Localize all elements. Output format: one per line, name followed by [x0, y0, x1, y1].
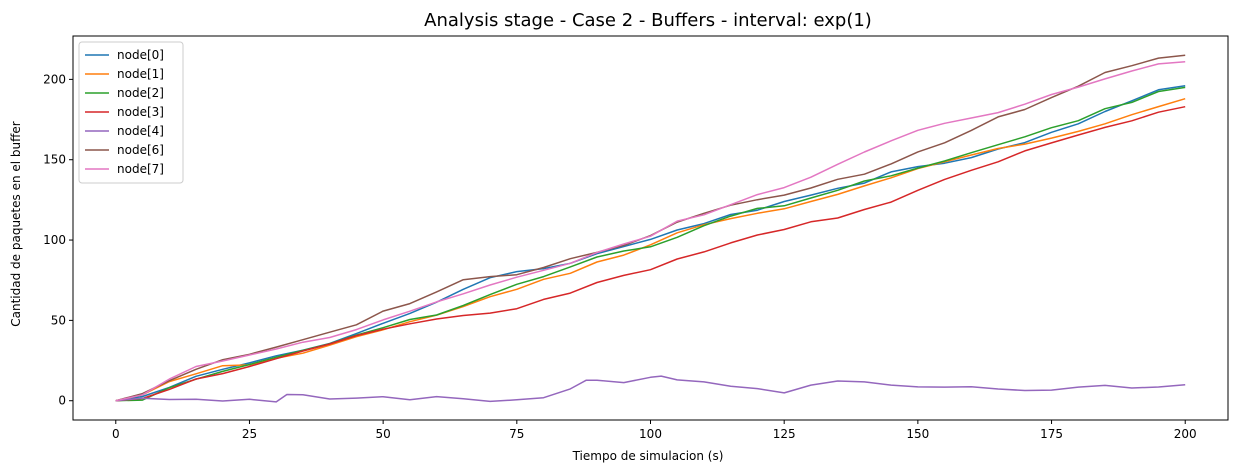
x-axis-label: Tiempo de simulacion (s) [572, 449, 724, 463]
y-tick-label: 200 [43, 72, 66, 86]
series-line-node[4] [115, 375, 1186, 403]
series-line-node[1] [115, 97, 1186, 402]
axes-layer: 0 25 50 75 100 125 150 175 200 0 50 100 150 200 [43, 35, 1229, 441]
x-tick-label: 200 [1174, 427, 1197, 441]
legend-entry-node[6]: node[6] [117, 143, 164, 157]
x-tick-label: 50 [375, 427, 390, 441]
legend-entry-node[2]: node[2] [117, 86, 164, 100]
legend-entry-node[0]: node[0] [117, 48, 164, 62]
legend-entry-node[4]: node[4] [117, 124, 164, 138]
legend-box [78, 41, 184, 184]
chart-title: Analysis stage - Case 2 - Buffers - inte… [424, 10, 872, 31]
y-axis-label: Cantidad de paquetes en el buffer [9, 121, 23, 327]
x-tick-label: 0 [112, 427, 120, 441]
x-tick-label: 25 [242, 427, 257, 441]
y-tick-label: 50 [51, 313, 66, 327]
y-tick-label: 150 [43, 153, 66, 167]
legend: node[0] node[1] node[2] node[3] node[4] node[… [78, 41, 184, 184]
legend-entry-node[3]: node[3] [117, 105, 164, 119]
series-line-node[2] [115, 86, 1186, 402]
x-tick-label: 100 [639, 427, 662, 441]
y-tick-label: 0 [58, 394, 66, 408]
legend-entry-node[7]: node[7] [117, 162, 164, 176]
series-line-node[7] [115, 60, 1186, 402]
series-line-node[3] [115, 105, 1186, 402]
legend-entry-node[1]: node[1] [117, 67, 164, 81]
series-layer [115, 54, 1186, 403]
x-tick-label: 125 [773, 427, 796, 441]
y-tick-label: 100 [43, 233, 66, 247]
x-tick-label: 75 [509, 427, 524, 441]
x-tick-label: 150 [906, 427, 929, 441]
x-tick-label: 175 [1040, 427, 1063, 441]
